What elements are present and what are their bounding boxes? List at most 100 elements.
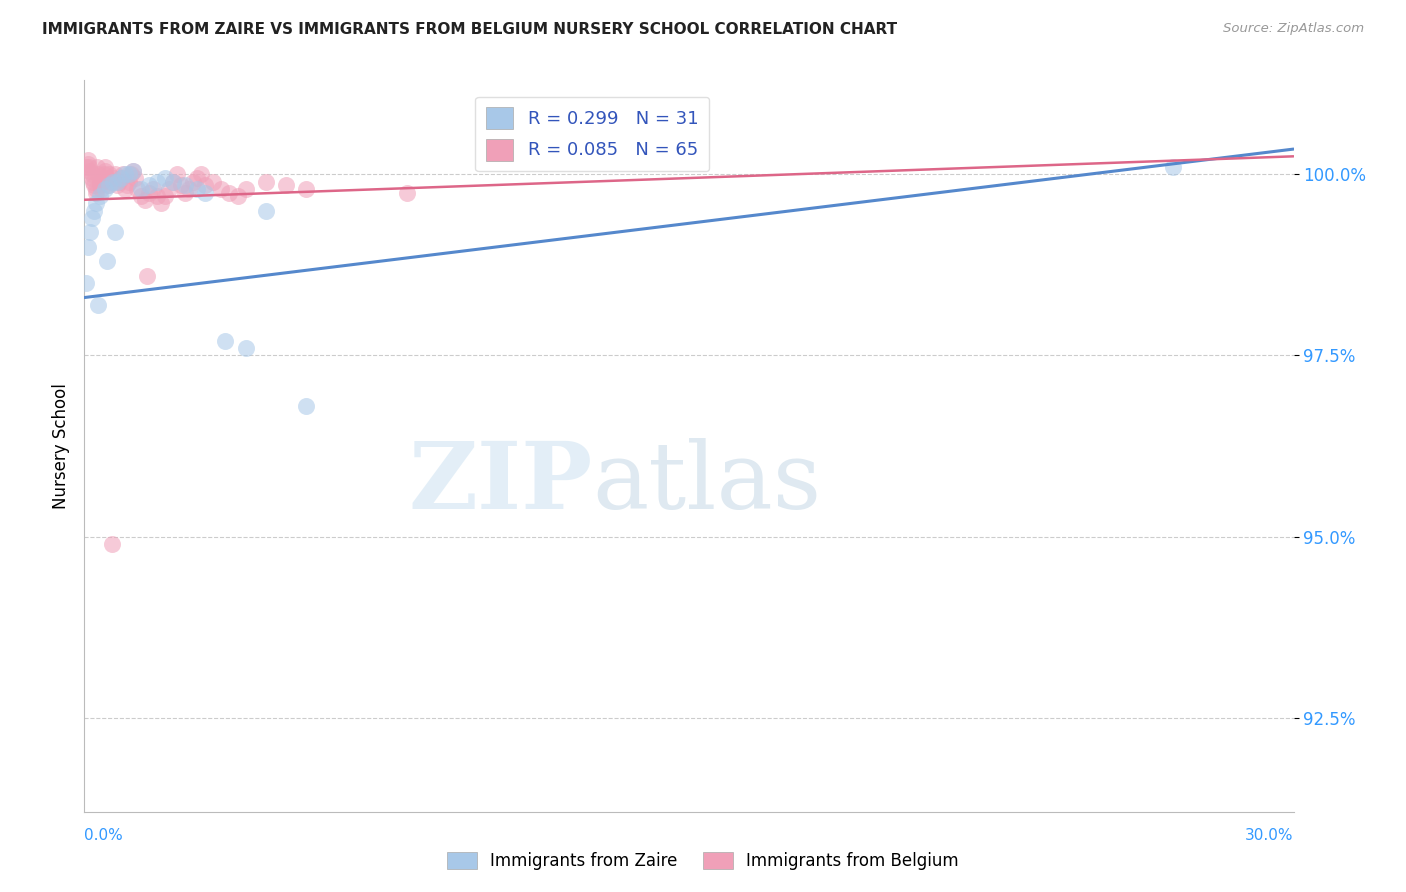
Point (105, 178, 128, 193)
Text: IMMIGRANTS FROM ZAIRE VS IMMIGRANTS FROM BELGIUM NURSERY SCHOOL CORRELATION CHAR: IMMIGRANTS FROM ZAIRE VS IMMIGRANTS FROM… (42, 22, 897, 37)
Point (129, 189, 152, 203)
Point (93, 182, 115, 196)
Point (94, 160, 117, 174)
Point (97, 178, 120, 193)
Point (135, 268, 157, 283)
Point (149, 196, 172, 211)
Point (77, 240, 100, 254)
Point (129, 182, 152, 196)
Point (125, 182, 148, 196)
Point (120, 168, 142, 182)
Point (83, 178, 105, 193)
Point (174, 178, 197, 193)
Point (96, 254, 118, 268)
Text: Source: ZipAtlas.com: Source: ZipAtlas.com (1223, 22, 1364, 36)
Point (179, 182, 201, 196)
Point (162, 175, 184, 189)
Point (79, 163, 101, 178)
Point (89, 189, 111, 203)
Point (110, 171, 132, 186)
Point (104, 168, 127, 182)
Point (235, 182, 257, 196)
Text: 0.0%: 0.0% (84, 828, 124, 843)
Point (89, 175, 111, 189)
Point (157, 182, 180, 196)
Point (114, 168, 136, 182)
Point (115, 178, 138, 193)
Point (101, 171, 124, 186)
Point (395, 186, 418, 200)
Point (218, 186, 240, 200)
Point (1161, 160, 1184, 174)
Point (202, 175, 225, 189)
Point (186, 171, 208, 186)
Point (76, 153, 98, 167)
Point (194, 178, 217, 193)
Point (181, 175, 204, 189)
Point (100, 175, 122, 189)
Point (254, 203, 277, 218)
Point (194, 186, 217, 200)
Point (254, 175, 277, 189)
Point (86, 196, 108, 211)
Point (110, 171, 132, 186)
Point (111, 168, 134, 182)
Point (107, 175, 129, 189)
Point (86, 160, 108, 174)
Point (134, 193, 156, 207)
Point (162, 175, 184, 189)
Point (214, 334, 236, 348)
Legend: Immigrants from Zaire, Immigrants from Belgium: Immigrants from Zaire, Immigrants from B… (440, 845, 966, 877)
Point (83, 203, 105, 218)
Point (79, 225, 101, 239)
Point (153, 189, 176, 203)
Point (75, 160, 97, 174)
Point (226, 189, 249, 203)
Point (142, 182, 165, 196)
Point (274, 178, 297, 193)
Text: atlas: atlas (592, 438, 821, 527)
Point (90, 182, 112, 196)
Legend: R = 0.299   N = 31, R = 0.085   N = 65: R = 0.299 N = 31, R = 0.085 N = 65 (475, 96, 709, 171)
Point (146, 175, 169, 189)
Point (186, 182, 208, 196)
Text: 30.0%: 30.0% (1246, 828, 1294, 843)
Point (209, 182, 232, 196)
Point (174, 186, 197, 200)
Point (87, 168, 110, 182)
Point (97, 168, 120, 182)
Point (121, 163, 143, 178)
Point (295, 182, 318, 196)
Point (146, 189, 169, 203)
Point (190, 168, 212, 182)
Point (77, 160, 100, 174)
Point (82, 171, 104, 186)
Point (153, 171, 176, 186)
Point (235, 341, 257, 355)
Point (77, 156, 100, 170)
Point (82, 175, 104, 189)
Point (114, 182, 136, 196)
Y-axis label: Nursery School: Nursery School (52, 383, 70, 509)
Point (170, 178, 193, 193)
Point (82, 211, 104, 225)
Point (101, 175, 124, 189)
Point (86, 186, 108, 200)
Point (104, 225, 127, 239)
Point (75, 276, 97, 290)
Text: ZIP: ZIP (408, 438, 592, 527)
Point (93, 168, 115, 182)
Point (118, 168, 141, 182)
Point (96, 171, 118, 186)
Point (166, 168, 188, 182)
Point (93, 163, 115, 178)
Point (295, 399, 318, 413)
Point (97, 178, 120, 193)
Point (84, 182, 107, 196)
Point (87, 298, 110, 312)
Point (124, 171, 146, 186)
Point (138, 186, 160, 200)
Point (80, 168, 103, 182)
Point (118, 175, 141, 189)
Point (121, 163, 143, 178)
